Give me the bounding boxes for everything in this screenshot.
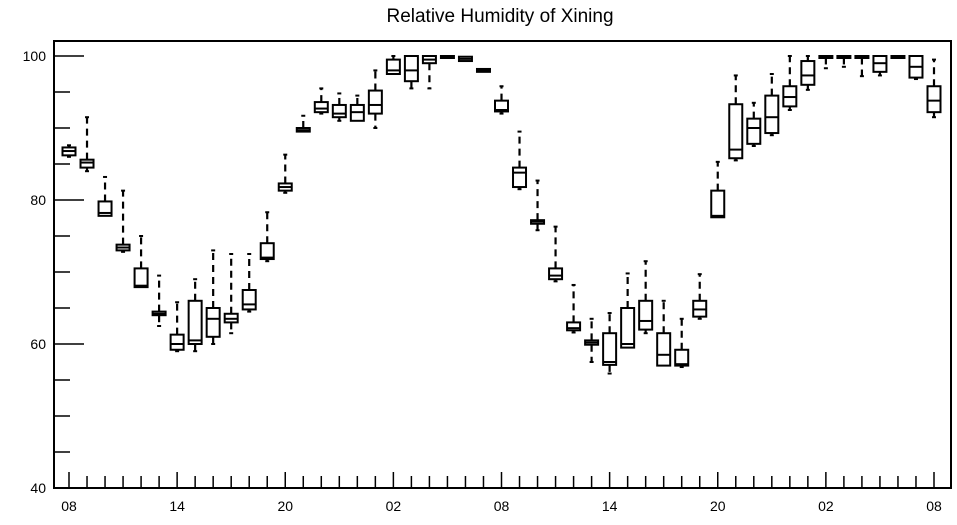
box-item xyxy=(674,317,690,369)
box-item xyxy=(151,274,167,327)
box-item xyxy=(205,249,221,345)
box-body xyxy=(728,103,744,160)
box-item xyxy=(259,211,275,263)
x-tick-label: 08 xyxy=(494,498,510,514)
x-tick-label: 02 xyxy=(818,498,834,514)
box-body xyxy=(566,321,582,332)
y-axis: 40 60 80 100 xyxy=(23,48,84,496)
x-tick-label: 14 xyxy=(169,498,185,514)
box-item xyxy=(656,299,672,367)
x-axis: 08 14 20 02 08 14 20 02 08 xyxy=(61,472,942,514)
x-tick-label: 20 xyxy=(710,498,726,514)
box-body xyxy=(331,103,347,119)
box-item xyxy=(349,94,365,122)
box-body xyxy=(800,60,816,86)
box-body xyxy=(187,299,203,345)
box-item xyxy=(187,278,203,353)
box-body xyxy=(205,307,221,338)
box-item xyxy=(439,55,455,59)
box-item xyxy=(169,301,185,353)
chart-title: Relative Humidity of Xining xyxy=(386,6,613,27)
box-item xyxy=(494,85,509,115)
box-item xyxy=(295,114,311,133)
box-body xyxy=(79,158,95,169)
box-item xyxy=(115,189,131,253)
box-body xyxy=(494,99,509,113)
box-body xyxy=(548,267,564,281)
box-item xyxy=(241,253,257,313)
box-body xyxy=(602,332,618,366)
box-item xyxy=(890,55,906,59)
box-item xyxy=(475,67,491,73)
box-body xyxy=(764,94,780,135)
box-item xyxy=(908,55,924,81)
box-item xyxy=(782,55,798,111)
box-item xyxy=(331,92,347,122)
box-item xyxy=(530,179,546,232)
box-item xyxy=(800,55,816,91)
box-body xyxy=(241,289,257,311)
box-body xyxy=(367,89,383,115)
box-item xyxy=(818,55,834,70)
box-body xyxy=(169,333,185,351)
box-item xyxy=(277,153,293,194)
box-body xyxy=(313,101,329,114)
box-item xyxy=(872,55,888,77)
x-tick-label: 14 xyxy=(602,498,618,514)
box-body xyxy=(674,348,690,367)
box-item xyxy=(548,225,564,283)
box-body xyxy=(133,267,149,289)
plot-frame xyxy=(53,40,952,489)
box-body xyxy=(710,189,726,219)
box-body xyxy=(512,166,528,189)
box-item xyxy=(584,317,600,363)
box-item xyxy=(512,130,528,191)
y-tick-label: 80 xyxy=(30,192,46,208)
x-tick-label: 08 xyxy=(61,498,77,514)
box-item xyxy=(61,144,77,158)
box-item xyxy=(367,69,383,129)
x-tick-label: 02 xyxy=(386,498,402,514)
box-body xyxy=(656,332,672,367)
box-item xyxy=(403,55,419,90)
box-body xyxy=(403,55,419,83)
box-item xyxy=(313,87,329,115)
box-item xyxy=(836,55,852,68)
box-item xyxy=(746,101,762,147)
y-tick-label: 100 xyxy=(23,48,47,64)
box-item xyxy=(97,175,113,217)
box-item xyxy=(926,58,942,119)
box-item xyxy=(133,235,149,289)
box-item xyxy=(385,55,401,75)
box-item xyxy=(854,55,870,78)
box-item xyxy=(566,283,582,334)
x-tick-label: 08 xyxy=(926,498,942,514)
box-item xyxy=(620,272,636,349)
box-item xyxy=(457,55,473,63)
box-item xyxy=(764,73,780,137)
box-item xyxy=(728,74,744,162)
box-item xyxy=(602,312,618,375)
box-item xyxy=(421,55,437,90)
box-item xyxy=(638,260,654,335)
y-tick-label: 40 xyxy=(30,480,46,496)
box-item xyxy=(223,253,239,335)
box-body xyxy=(259,242,275,261)
box-series xyxy=(61,55,942,375)
box-body xyxy=(620,307,636,349)
box-body xyxy=(97,200,113,217)
box-body xyxy=(638,299,654,331)
box-body xyxy=(385,58,401,75)
box-item xyxy=(710,160,726,219)
x-tick-label: 20 xyxy=(277,498,293,514)
box-item xyxy=(79,116,95,173)
box-body xyxy=(746,117,762,145)
y-tick-label: 60 xyxy=(30,336,46,352)
box-item xyxy=(692,273,708,320)
box-body xyxy=(926,85,942,114)
